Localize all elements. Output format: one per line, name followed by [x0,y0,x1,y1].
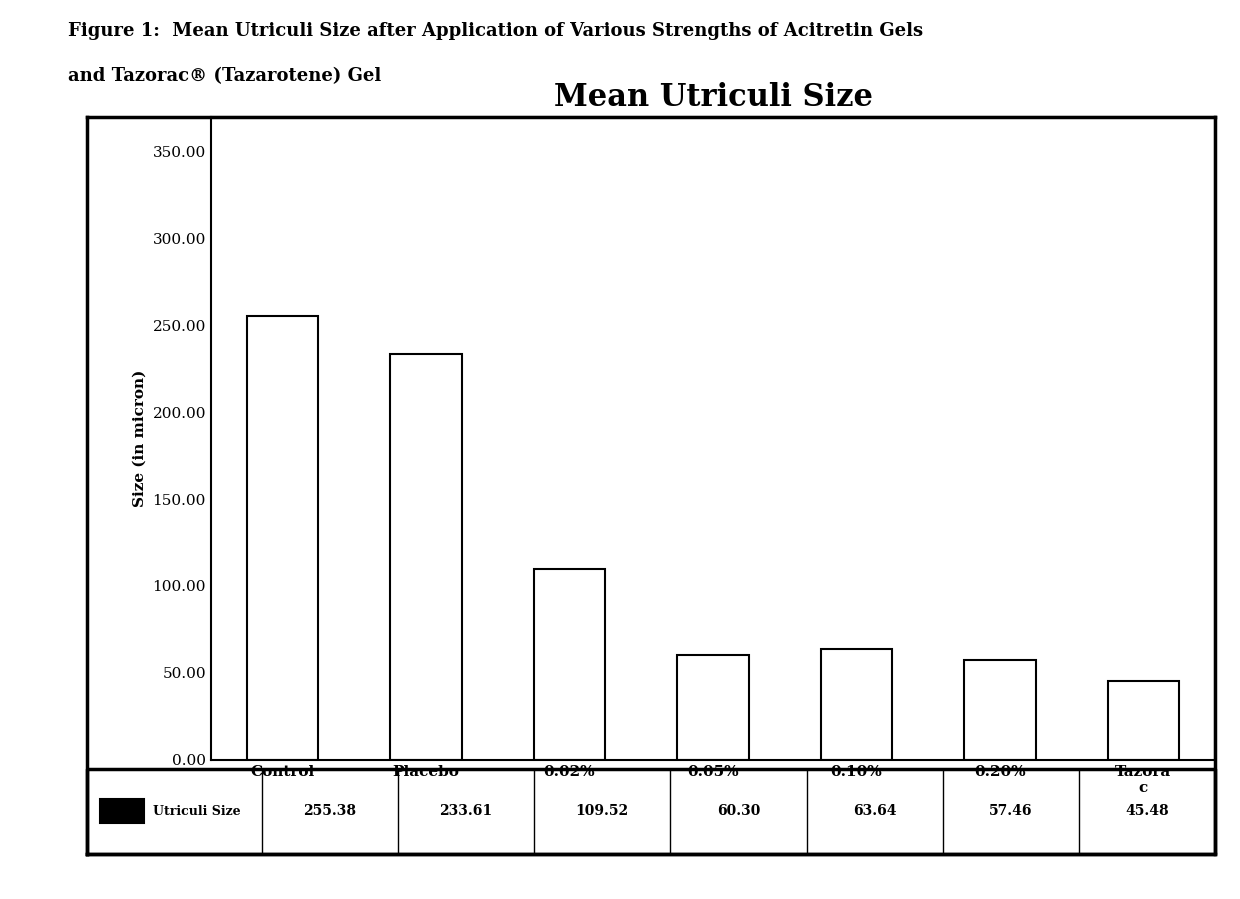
Bar [247,316,319,760]
Text: 57.46: 57.46 [990,805,1033,818]
Bar [677,654,749,760]
Text: Figure 1:  Mean Utriculi Size after Application of Various Strengths of Acitreti: Figure 1: Mean Utriculi Size after Appli… [68,22,924,40]
Text: 60.30: 60.30 [717,805,760,818]
Text: and Tazorac® (Tazarotene) Gel: and Tazorac® (Tazarotene) Gel [68,67,382,85]
Text: 109.52: 109.52 [575,805,629,818]
Y-axis label: Size (in micron): Size (in micron) [133,369,146,507]
Text: Utriculi Size: Utriculi Size [154,805,241,818]
Title: Mean Utriculi Size: Mean Utriculi Size [553,82,873,112]
Text: 45.48: 45.48 [1125,805,1169,818]
Text: 233.61: 233.61 [439,805,492,818]
Bar [821,649,893,760]
Bar [533,569,605,760]
Bar [1107,681,1179,760]
Bar [100,799,144,823]
Bar [965,660,1035,760]
Text: 63.64: 63.64 [853,805,897,818]
Text: 255.38: 255.38 [304,805,356,818]
Bar [391,354,461,760]
